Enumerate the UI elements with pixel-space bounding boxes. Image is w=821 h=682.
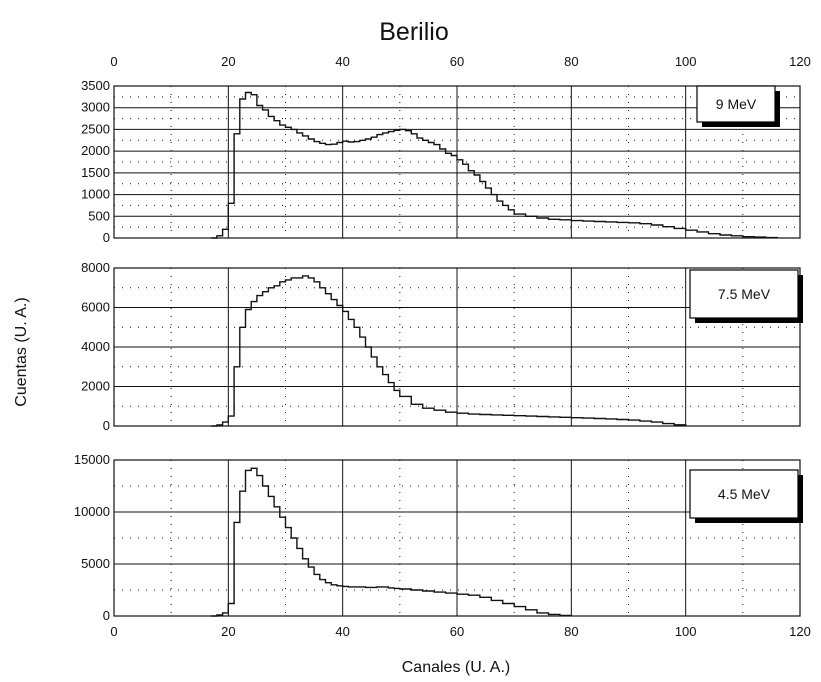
y-tick-label: 2500 — [81, 121, 110, 136]
x-tick-label: 0 — [110, 624, 117, 639]
y-axis-label: Cuentas (U. A.) — [13, 297, 30, 406]
series-line — [211, 275, 687, 427]
y-tick-label: 1500 — [81, 165, 110, 180]
x-tick-label: 100 — [675, 54, 697, 69]
energy-badge — [696, 85, 776, 123]
x-tick-label: 120 — [789, 54, 811, 69]
x-tick-label: 80 — [564, 624, 578, 639]
plot-frame — [113, 267, 801, 427]
y-tick-label: 6000 — [81, 300, 110, 315]
y-tick-label: 0 — [103, 230, 110, 245]
y-tick-label: 2000 — [81, 143, 110, 158]
y-tick-label: 4000 — [81, 339, 110, 354]
y-tick-label: 5000 — [81, 556, 110, 571]
x-tick-label: 100 — [675, 624, 697, 639]
x-tick-label: 40 — [335, 54, 349, 69]
x-tick-label: 60 — [450, 54, 464, 69]
x-tick-label: 20 — [221, 624, 235, 639]
plot-frame — [113, 85, 801, 239]
x-axis-label: Canales (U. A.) — [402, 659, 510, 676]
y-tick-label: 2000 — [81, 379, 110, 394]
y-tick-label: 0 — [103, 608, 110, 623]
y-tick-label: 8000 — [81, 260, 110, 275]
x-tick-label: 60 — [450, 624, 464, 639]
x-tick-label: 40 — [335, 624, 349, 639]
x-tick-label: 80 — [564, 54, 578, 69]
y-tick-label: 500 — [88, 208, 110, 223]
energy-badge — [689, 269, 799, 319]
energy-label: 9 MeV — [716, 96, 757, 112]
panel-3: 0 5000 10000 15000 0 20 40 60 80 100 120 4.5 MeV — [74, 452, 811, 639]
y-tick-label: 10000 — [74, 504, 110, 519]
y-tick-label: 3500 — [81, 78, 110, 93]
y-tick-label: 3000 — [81, 100, 110, 115]
x-tick-label: 120 — [789, 624, 811, 639]
major-grid — [113, 85, 801, 239]
series-line — [211, 91, 778, 239]
energy-label: 7.5 MeV — [718, 286, 771, 302]
x-tick-label: 0 — [110, 54, 117, 69]
figure-title: Berilio — [379, 18, 448, 46]
x-tick-label: 20 — [221, 54, 235, 69]
y-tick-label: 0 — [103, 418, 110, 433]
y-tick-label: 1000 — [81, 187, 110, 202]
y-tick-label: 15000 — [74, 452, 110, 467]
series-line — [211, 467, 572, 617]
panel-2: 0 2000 4000 6000 8000 7.5 MeV — [81, 260, 803, 433]
energy-label: 4.5 MeV — [718, 486, 771, 502]
plot-frame — [113, 459, 801, 617]
energy-badge — [689, 469, 799, 519]
